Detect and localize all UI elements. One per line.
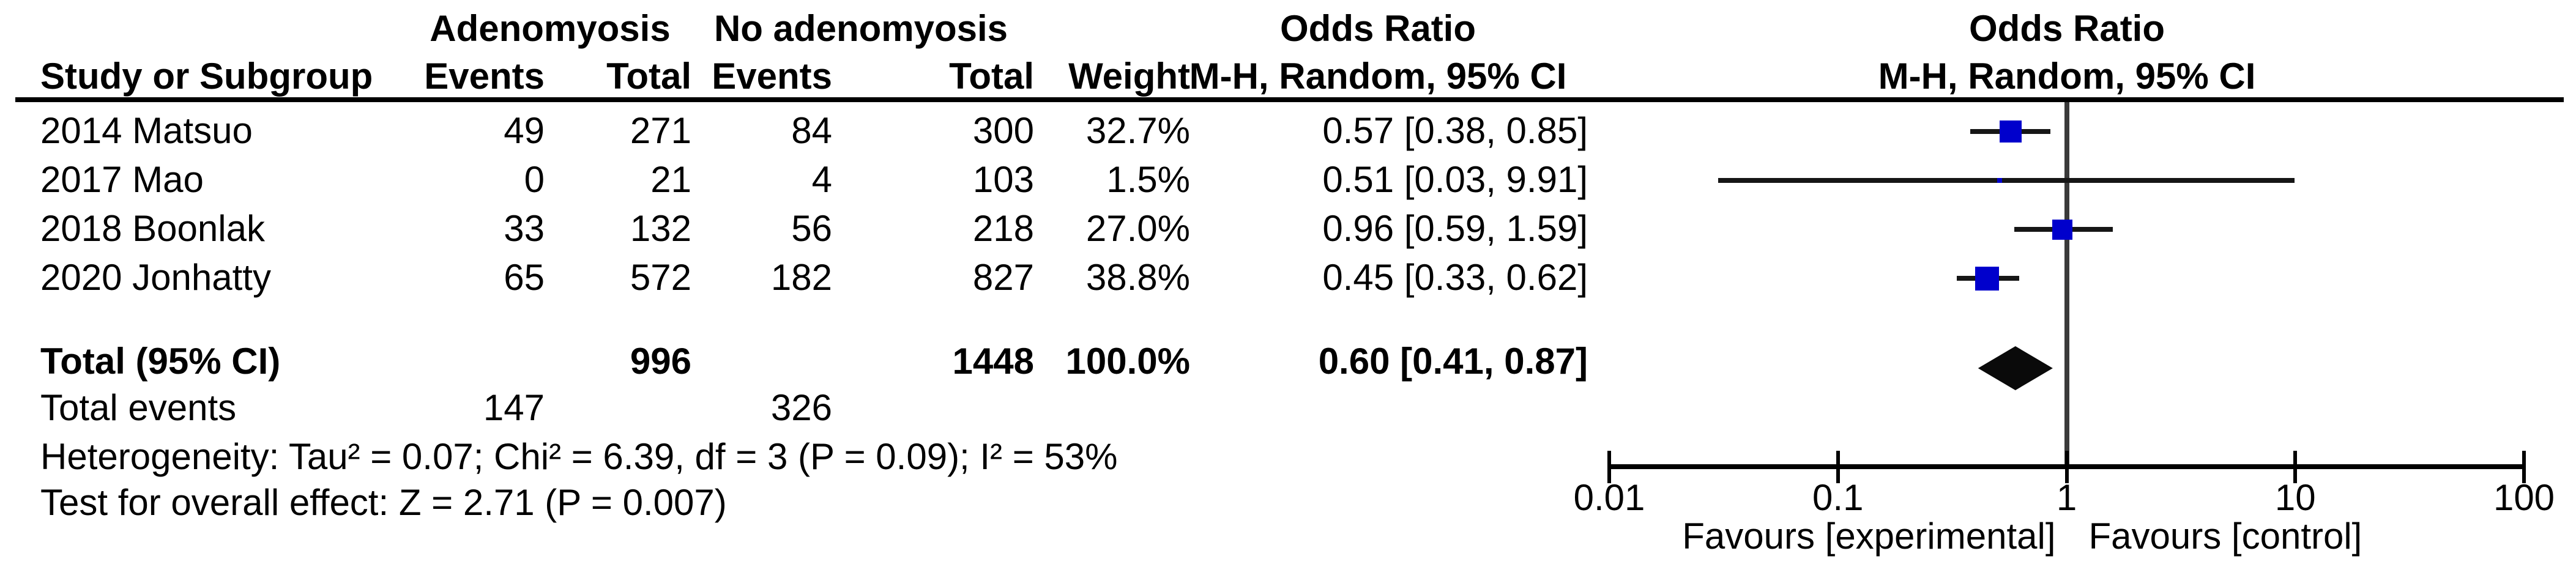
- study-marker: [1975, 266, 2000, 291]
- weight-cell: 38.8%: [1085, 256, 1190, 298]
- events1-cell: 33: [504, 207, 545, 249]
- total1-sum-cell: 996: [630, 340, 691, 382]
- or-ci-cell: 0.57 [0.38, 0.85]: [1322, 109, 1588, 151]
- null-effect-line: [2064, 102, 2069, 467]
- x-tick-label: 0.01: [1573, 477, 1645, 519]
- total1-cell: 132: [630, 207, 691, 249]
- or-column-header-title: Odds Ratio: [1279, 7, 1476, 49]
- events2-cell: 4: [811, 158, 832, 200]
- events2-cell: 182: [770, 256, 832, 298]
- or-ci-cell: 0.51 [0.03, 9.91]: [1322, 158, 1588, 200]
- total2-cell: 300: [972, 109, 1034, 151]
- or-column-header-method: M-H, Random, 95% CI: [1189, 55, 1567, 97]
- header-underline: [15, 97, 2564, 102]
- x-tick-label: 0.1: [1812, 477, 1864, 519]
- col-header-total2: Total: [949, 55, 1034, 97]
- x-axis-tick: [1607, 451, 1611, 483]
- col-header-total1: Total: [606, 55, 691, 97]
- x-tick-label: 100: [2493, 477, 2555, 519]
- col-header-weight: Weight: [1068, 55, 1190, 97]
- weight-cell: 32.7%: [1085, 109, 1190, 151]
- total1-cell: 271: [630, 109, 691, 151]
- favours-right-label: Favours [control]: [2088, 516, 2362, 557]
- total2-cell: 218: [972, 207, 1034, 249]
- events1-cell: 65: [504, 256, 545, 298]
- or-ci-cell: 0.45 [0.33, 0.62]: [1322, 256, 1588, 298]
- study-label: 2017 Mao: [40, 158, 204, 200]
- events1-cell: 0: [524, 158, 545, 200]
- heterogeneity-text: Heterogeneity: Tau² = 0.07; Chi² = 6.39,…: [40, 435, 1118, 477]
- events2-cell: 56: [791, 207, 832, 249]
- events1-cell: 49: [504, 109, 545, 151]
- total-label: Total (95% CI): [40, 340, 281, 382]
- summary-diamond: [1978, 346, 2053, 390]
- col-header-events2: Events: [712, 55, 832, 97]
- total1-cell: 572: [630, 256, 691, 298]
- total1-cell: 21: [650, 158, 691, 200]
- plot-header-title: Odds Ratio: [1968, 7, 2165, 49]
- events2-cell: 84: [791, 109, 832, 151]
- ci-line: [1718, 178, 2295, 183]
- study-marker: [2052, 219, 2073, 240]
- x-axis-tick: [2064, 451, 2069, 483]
- total-or-ci-cell: 0.60 [0.41, 0.87]: [1318, 340, 1588, 382]
- total2-cell: 103: [972, 158, 1034, 200]
- total-events-label: Total events: [40, 387, 237, 428]
- study-label: 2018 Boonlak: [40, 207, 265, 249]
- study-label: 2020 Jonhatty: [40, 256, 271, 298]
- favours-left-label: Favours [experimental]: [1682, 516, 2056, 557]
- col-header-study: Study or Subgroup: [40, 55, 373, 97]
- or-ci-cell: 0.96 [0.59, 1.59]: [1322, 207, 1588, 249]
- weight-cell: 1.5%: [1106, 158, 1190, 200]
- group1-header: Adenomyosis: [430, 7, 671, 49]
- x-axis-tick: [1836, 451, 1840, 483]
- total2-sum-cell: 1448: [952, 340, 1034, 382]
- group2-header: No adenomyosis: [713, 7, 1008, 49]
- study-marker: [2000, 120, 2022, 143]
- x-axis-tick: [2293, 451, 2298, 483]
- col-header-events1: Events: [424, 55, 545, 97]
- total-events1-cell: 147: [483, 387, 545, 428]
- x-tick-label: 1: [2056, 477, 2077, 519]
- weight-cell: 27.0%: [1085, 207, 1190, 249]
- plot-header-method: M-H, Random, 95% CI: [1878, 55, 2256, 97]
- total-weight-cell: 100.0%: [1065, 340, 1191, 382]
- total-events2-cell: 326: [770, 387, 832, 428]
- study-label: 2014 Matsuo: [40, 109, 253, 151]
- study-marker: [1997, 178, 2003, 183]
- x-axis-tick: [2522, 451, 2526, 483]
- overall-effect-text: Test for overall effect: Z = 2.71 (P = 0…: [40, 481, 727, 523]
- x-tick-label: 10: [2274, 477, 2316, 519]
- total2-cell: 827: [972, 256, 1034, 298]
